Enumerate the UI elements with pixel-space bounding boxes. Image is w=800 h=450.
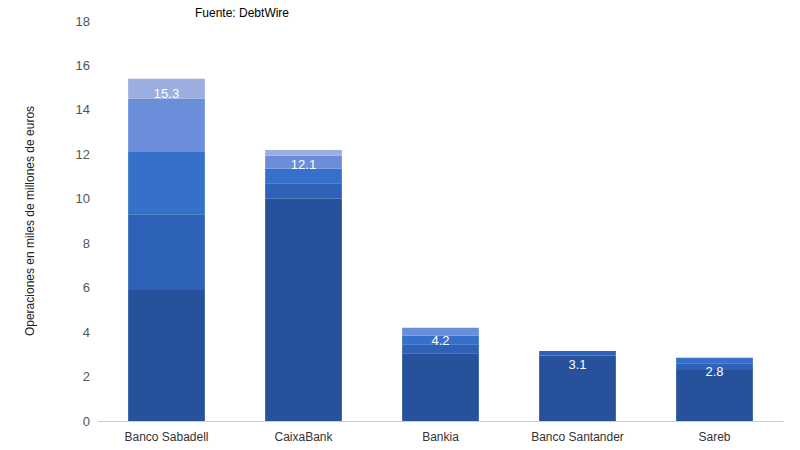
svg-text:16: 16 [76, 58, 90, 73]
svg-text:2.8: 2.8 [705, 364, 723, 379]
svg-text:15.3: 15.3 [154, 86, 179, 101]
svg-text:14: 14 [76, 102, 90, 117]
svg-text:10: 10 [76, 191, 90, 206]
svg-text:Banco Sabadell: Banco Sabadell [124, 430, 208, 444]
svg-text:Bankia: Bankia [422, 430, 459, 444]
svg-text:12.1: 12.1 [291, 157, 316, 172]
svg-text:Sareb: Sareb [698, 430, 730, 444]
svg-text:3.1: 3.1 [568, 357, 586, 372]
svg-text:Banco Santander: Banco Santander [531, 430, 624, 444]
svg-text:2: 2 [83, 369, 90, 384]
svg-text:Fuente: DebtWire: Fuente: DebtWire [195, 6, 289, 20]
svg-text:8: 8 [83, 236, 90, 251]
svg-text:Operaciones en miles de millon: Operaciones en miles de millones de euro… [23, 106, 37, 336]
svg-text:12: 12 [76, 147, 90, 162]
svg-text:0: 0 [83, 414, 90, 429]
svg-text:6: 6 [83, 280, 90, 295]
svg-text:18: 18 [76, 14, 90, 29]
svg-text:4.2: 4.2 [431, 333, 449, 348]
svg-text:4: 4 [83, 325, 90, 340]
svg-text:CaixaBank: CaixaBank [274, 430, 333, 444]
